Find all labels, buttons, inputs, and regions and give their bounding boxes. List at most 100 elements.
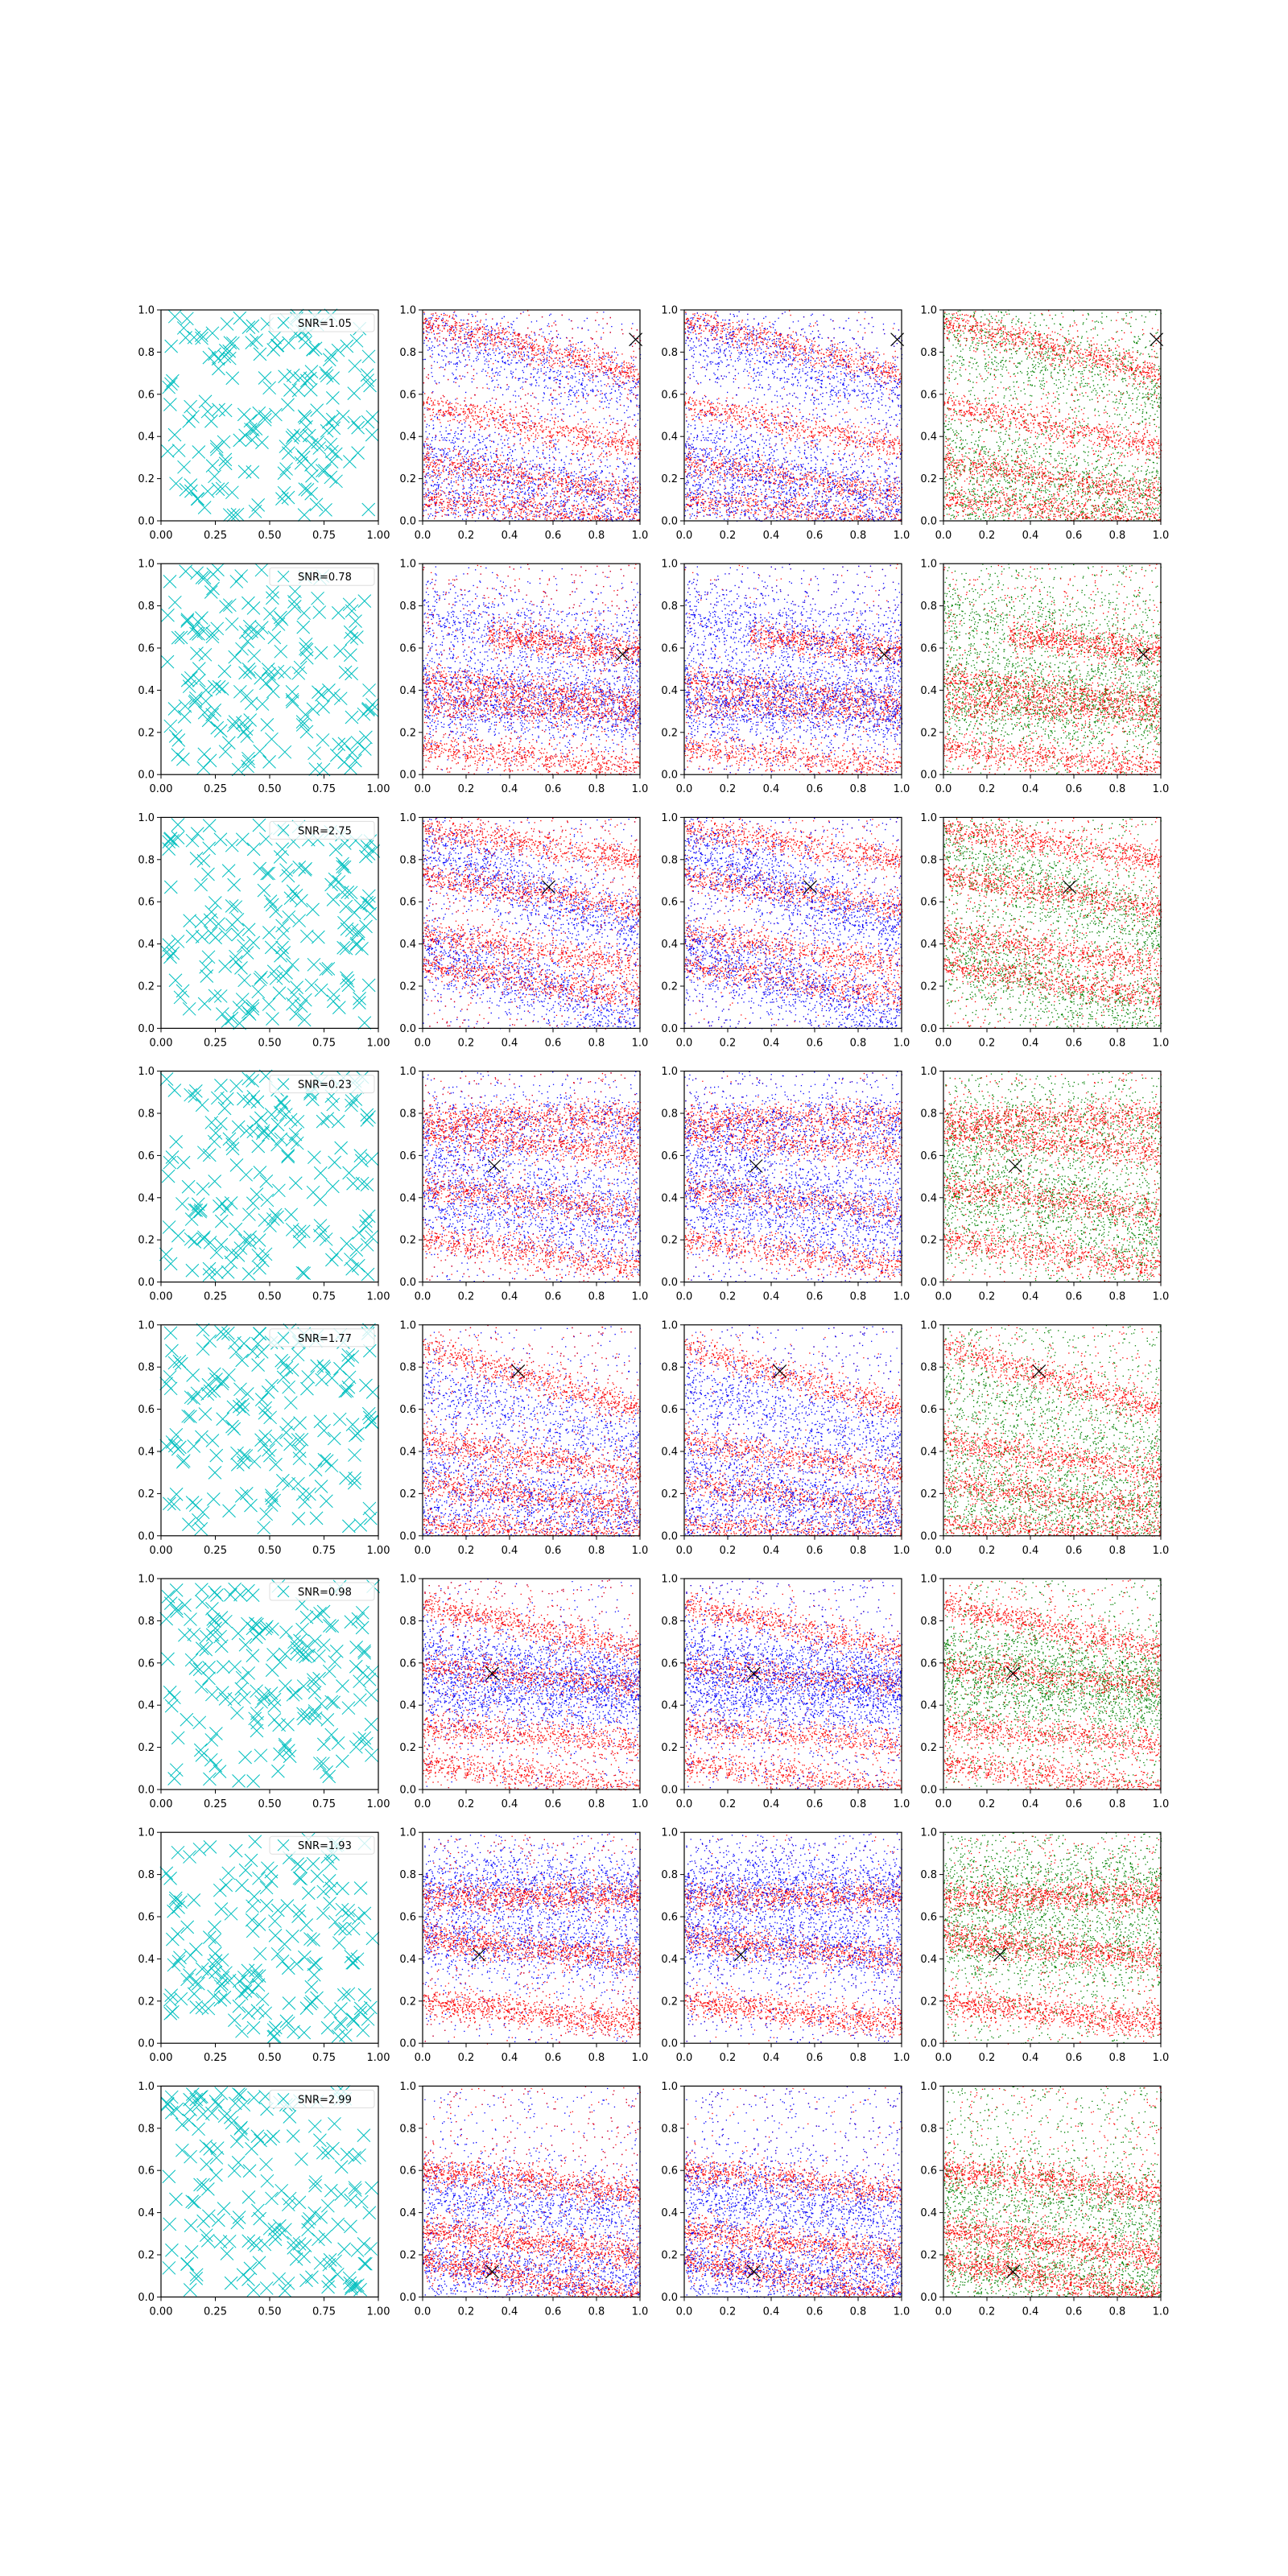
sample-point (291, 383, 306, 398)
sample-point (241, 1963, 255, 1978)
y-tick-label: 0.4 (138, 1954, 155, 1966)
sample-point (312, 441, 327, 455)
sample-point (275, 919, 289, 933)
legend: SNR=2.75 (269, 820, 375, 840)
y-tick-label: 0.6 (920, 1912, 937, 1924)
x-tick-label: 0.0 (415, 783, 431, 795)
sample-point (355, 941, 369, 956)
panel-red-blue: 0.0 0.2 0.4 0.6 0.8 1.00.00.20.40.60.81.0 (399, 2081, 648, 2318)
sample-point (216, 1412, 230, 1426)
x-tick-label: 0.0 (676, 783, 693, 795)
sample-point (178, 1598, 192, 1612)
sample-point (250, 2004, 265, 2018)
panel-blue-red: 0.0 0.2 0.4 0.6 0.8 1.00.00.20.40.60.81.0 (661, 1574, 910, 1811)
x-tick-label: 0.2 (720, 2052, 737, 2064)
y-tick-label: 0.4 (399, 1192, 416, 1204)
red-series (943, 310, 1162, 522)
sample-point (213, 2235, 228, 2249)
sample-point (195, 2090, 208, 2103)
sample-point (275, 842, 290, 857)
sample-point (320, 2198, 335, 2213)
sample-point (202, 1268, 217, 1282)
sample-point (192, 1842, 207, 1856)
sample-point (289, 1686, 303, 1700)
sample-point (244, 1853, 258, 1868)
sample-point (233, 684, 247, 699)
y-tick-label: 1.0 (138, 1319, 155, 1331)
sample-point (169, 1487, 184, 1501)
y-tick-label: 0.0 (399, 1785, 416, 1797)
sample-point (282, 910, 296, 924)
x-tick-label: 0.0 (676, 1798, 693, 1810)
sample-point (196, 624, 211, 638)
sample-point (204, 414, 218, 428)
sample-point (298, 2239, 312, 2252)
sample-point (231, 927, 246, 942)
sample-point (357, 1644, 371, 1658)
y-tick-label: 0.8 (138, 1362, 155, 1374)
axes-frame (422, 2085, 641, 2297)
sample-point (255, 436, 269, 449)
sample-point (281, 1417, 295, 1431)
sample-point (221, 1368, 236, 1382)
sample-point (218, 403, 233, 418)
y-tick-label: 0.6 (138, 897, 155, 909)
x-tick-label: 0.4 (1022, 1291, 1039, 1303)
sample-point (341, 1519, 356, 1534)
sample-point (194, 328, 208, 342)
x-tick-label: 0.0 (676, 2052, 693, 2064)
sample-point (296, 1707, 310, 1721)
sample-point (345, 1350, 360, 1364)
sample-point (323, 1897, 336, 1911)
sample-point (359, 1220, 374, 1233)
y-tick-label: 0.6 (138, 1657, 155, 1670)
sample-point (292, 1224, 307, 1239)
sample-point (298, 1950, 312, 1964)
sample-point (294, 428, 308, 443)
sample-point (347, 1476, 361, 1490)
sample-point (304, 978, 319, 993)
sample-point (237, 1448, 251, 1463)
x-tick-label: 0.00 (150, 2052, 173, 2064)
sample-point (286, 1687, 300, 1702)
sample-point (289, 2252, 303, 2266)
sample-point (344, 2281, 358, 2296)
sample-point (365, 1748, 378, 1762)
sample-point (233, 1382, 247, 1397)
sample-point (209, 440, 224, 454)
sample-point (305, 2270, 319, 2285)
x-tick-label: 1.0 (632, 2052, 649, 2064)
sample-point (217, 2202, 231, 2215)
panel-blue-red: 0.0 0.2 0.4 0.6 0.8 1.00.00.20.40.60.81.0 (661, 305, 910, 543)
x-tick-label: 0.4 (1022, 1798, 1039, 1810)
legend-marker-icon (277, 824, 290, 836)
sample-point (232, 1774, 246, 1788)
sample-point (235, 1397, 250, 1412)
sample-point (268, 2021, 283, 2035)
sample-point (188, 1084, 203, 1098)
panel-green-red: 0.0 0.2 0.4 0.6 0.8 1.00.00.20.40.60.81.0 (920, 1827, 1169, 2065)
sample-point (301, 1886, 316, 1901)
sample-point (246, 423, 260, 437)
sample-point (242, 751, 255, 766)
sample-point (231, 1120, 246, 1134)
y-tick-label: 0.4 (920, 1954, 937, 1966)
x-tick-label: 0.0 (935, 783, 952, 795)
sample-point (292, 1871, 307, 1885)
y-tick-label: 0.6 (138, 2165, 155, 2178)
sample-point (193, 2178, 207, 2192)
sample-point (205, 1434, 220, 1447)
sample-point (233, 1241, 248, 1255)
sample-point (324, 2004, 337, 2019)
y-tick-label: 1.0 (661, 1827, 678, 1839)
sample-point (263, 607, 277, 621)
x-tick-label: 0.2 (458, 1545, 475, 1557)
x-tick-label: 0.4 (763, 1291, 780, 1303)
panel-blue-red: 0.0 0.2 0.4 0.6 0.8 1.00.00.20.40.60.81.0 (661, 812, 910, 1050)
legend-label: SNR=1.05 (298, 318, 352, 330)
axes-frame (943, 1324, 1162, 1537)
x-tick-label: 0.0 (935, 1545, 952, 1557)
sample-point (239, 1124, 254, 1138)
y-tick-label: 0.4 (920, 431, 937, 444)
